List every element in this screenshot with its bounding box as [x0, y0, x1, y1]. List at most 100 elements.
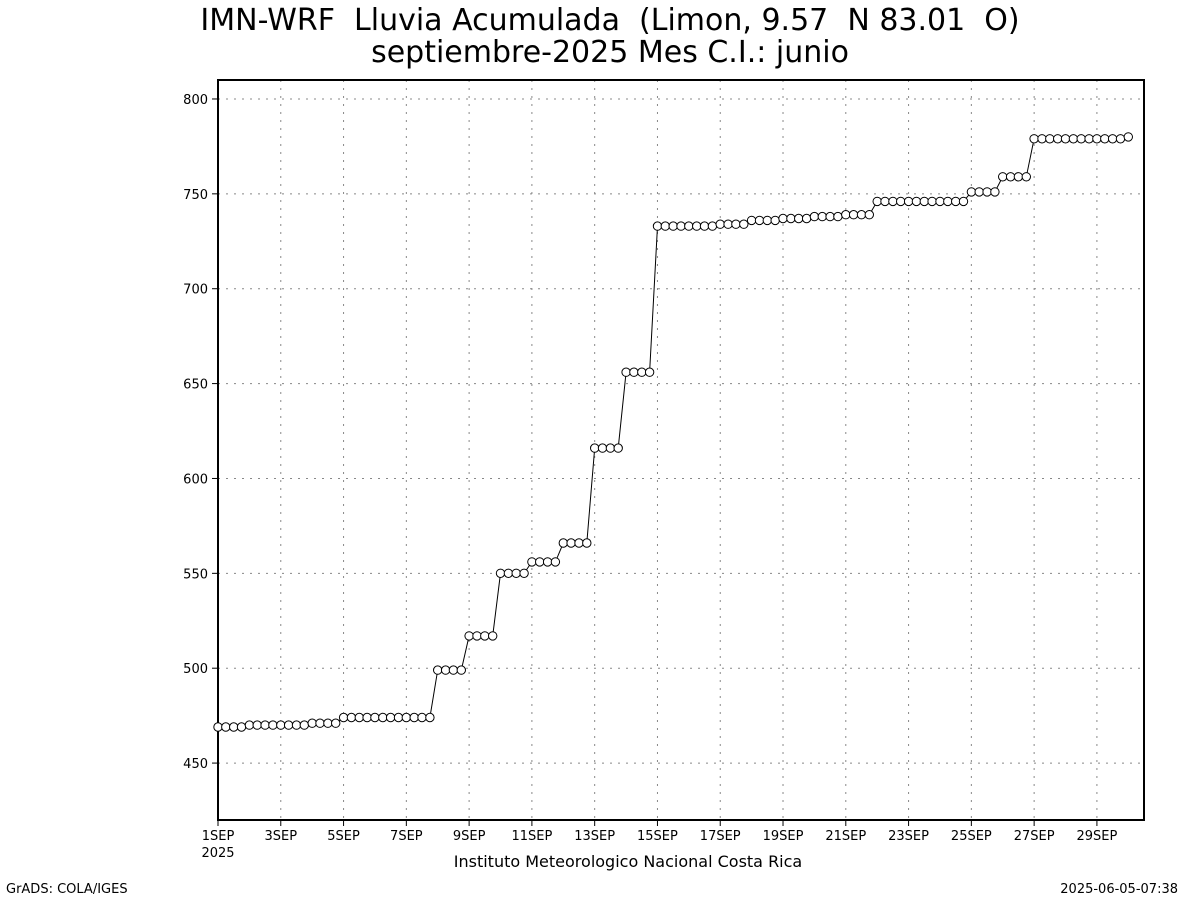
institution-label: Instituto Meteorologico Nacional Costa R… — [453, 852, 803, 871]
y-tick-label: 450 — [183, 757, 208, 772]
data-point — [448, 665, 459, 675]
y-tick-label: 650 — [183, 378, 208, 393]
data-point — [1037, 134, 1047, 144]
data-point — [1107, 134, 1118, 144]
data-point — [1115, 134, 1126, 144]
data-point — [417, 712, 427, 723]
data-point — [252, 720, 262, 730]
x-tick-label: 13SEP — [574, 829, 615, 844]
data-point — [613, 443, 623, 453]
data-point — [276, 720, 286, 730]
data-point — [511, 568, 521, 578]
data-point — [621, 367, 631, 377]
x-axis: 1SEP 3SEP 5SEP 7SEP 9SEP 11SEP 13SEP 15SEP 17SEP… — [201, 820, 1117, 861]
y-tick-label: 550 — [183, 567, 208, 582]
data-point — [794, 213, 804, 224]
data-point — [958, 196, 969, 207]
data-point — [629, 367, 639, 377]
data-point — [911, 196, 922, 207]
data-point — [393, 712, 404, 723]
data-point — [990, 187, 1000, 197]
data-point — [331, 718, 341, 728]
data-point — [1029, 134, 1039, 144]
data-point — [809, 211, 820, 222]
data-point — [943, 196, 953, 207]
data-point — [801, 213, 812, 224]
x-tick-label: 15SEP — [637, 829, 678, 844]
y-tick-label: 500 — [183, 662, 208, 677]
data-point — [872, 196, 882, 207]
data-point — [338, 712, 349, 723]
data-point — [778, 213, 788, 224]
x-tick-label: 3SEP — [264, 829, 297, 844]
data-point — [527, 557, 537, 567]
data-point — [456, 665, 466, 675]
grads-credit: GrADS: COLA/IGES — [6, 882, 128, 897]
data-point — [966, 187, 977, 197]
data-point — [503, 568, 514, 578]
data-point — [637, 367, 647, 377]
data-point — [1100, 134, 1110, 144]
data-point — [754, 215, 765, 226]
data-point — [786, 213, 796, 224]
data-point — [260, 720, 270, 730]
data-point — [919, 196, 929, 207]
data-point — [550, 557, 561, 567]
data-point — [307, 718, 317, 728]
x-tick-label: 11SEP — [511, 829, 552, 844]
y-tick-label: 800 — [183, 93, 208, 108]
data-point — [346, 712, 357, 723]
data-point — [385, 712, 396, 723]
data-point — [213, 722, 223, 732]
data-point — [582, 538, 592, 548]
data-point — [535, 557, 545, 567]
chart-title: IMN-WRF Lluvia Acumulada (Limon, 9.57 N … — [200, 3, 1020, 38]
y-tick-label: 750 — [183, 188, 208, 203]
data-point — [1021, 172, 1032, 182]
data-point — [951, 196, 961, 207]
data-point — [409, 712, 419, 723]
y-axis: 450 500 550 600 650 700 750 800 — [183, 93, 218, 772]
data-point — [903, 196, 914, 207]
data-point — [1123, 132, 1134, 142]
data-point — [519, 568, 529, 578]
data-point — [221, 722, 231, 732]
data-point — [299, 720, 309, 730]
data-point — [888, 196, 898, 207]
data-point — [833, 211, 843, 222]
data-point — [401, 712, 411, 723]
data-point — [684, 221, 694, 231]
data-point — [315, 718, 325, 728]
data-point — [731, 219, 741, 229]
data-point — [1053, 134, 1063, 144]
data-point — [982, 187, 992, 197]
data-point — [590, 443, 600, 453]
chart-subtitle: septiembre-2025 Mes C.I.: junio — [371, 35, 849, 70]
x-tick-label: 23SEP — [888, 829, 929, 844]
x-tick-label: 19SEP — [763, 829, 804, 844]
data-point — [880, 196, 890, 207]
data-point — [707, 221, 718, 231]
data-point — [354, 712, 364, 723]
data-point — [841, 210, 851, 220]
data-point — [1060, 134, 1071, 144]
data-point — [495, 568, 506, 578]
x-tick-label: 9SEP — [453, 829, 486, 844]
x-tick-label: 5SEP — [327, 829, 360, 844]
timestamp: 2025-06-05-07:38 — [1060, 882, 1178, 897]
data-point — [998, 172, 1008, 182]
data-point — [848, 210, 859, 220]
y-tick-label: 600 — [183, 472, 208, 487]
data-point — [229, 722, 239, 732]
data-point — [244, 720, 255, 730]
data-point — [856, 210, 867, 220]
data-point — [1076, 134, 1086, 144]
x-tick-label: 7SEP — [390, 829, 423, 844]
data-point — [974, 187, 984, 197]
data-point — [480, 631, 490, 641]
data-point — [1068, 134, 1079, 144]
data-point — [488, 631, 498, 641]
data-point — [1005, 172, 1016, 182]
data-point — [1092, 134, 1102, 144]
